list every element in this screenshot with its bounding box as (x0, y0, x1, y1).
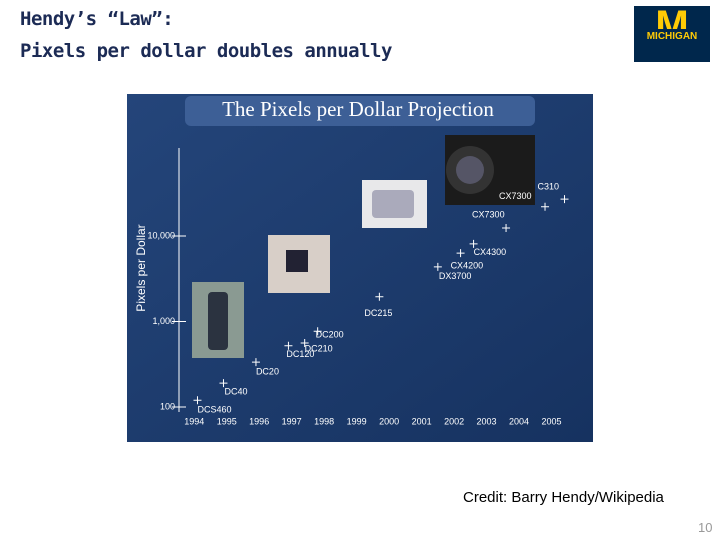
data-point (541, 202, 550, 211)
chart-title: The Pixels per Dollar Projection (222, 97, 494, 121)
data-point (502, 224, 511, 233)
data-point (313, 327, 322, 336)
point-label: CX7300 (499, 191, 532, 201)
x-tick-label: 2000 (379, 416, 399, 426)
data-point (469, 239, 478, 248)
point-label: DC40 (224, 387, 247, 397)
y-tick-label: 10,000 (147, 230, 175, 240)
point-label: DC120 (286, 349, 314, 359)
x-tick-label: 1996 (249, 416, 269, 426)
point-label: DC200 (316, 330, 344, 340)
page-number: 10 (698, 520, 713, 535)
x-tick-label: 2001 (412, 416, 432, 426)
camera-photos (192, 135, 535, 358)
point-label: C310 (538, 181, 560, 191)
point-label: DCS460 (197, 405, 231, 415)
x-tick-label: 1995 (217, 416, 237, 426)
point-label: DC210 (305, 343, 333, 353)
data-point (300, 339, 309, 348)
y-tick-label: 100 (160, 401, 175, 411)
x-tick-label: 1994 (184, 416, 204, 426)
point-label: DC20 (256, 366, 279, 376)
slide-title: Pixels per dollar doubles annually (20, 40, 392, 62)
slide-title: Hendy’s “Law”: (20, 8, 174, 30)
data-point (219, 379, 228, 388)
x-tick-label: 2002 (444, 416, 464, 426)
point-label: DX3700 (439, 271, 472, 281)
credit: Credit: Barry Hendy/Wikipedia (463, 489, 664, 506)
data-point (193, 396, 202, 405)
title-bar (185, 96, 535, 126)
logo-text: MICHIGAN (647, 31, 698, 42)
x-tick-label: 2004 (509, 416, 529, 426)
x-tick-label: 1998 (314, 416, 334, 426)
x-tick-label: 1999 (347, 416, 367, 426)
logo: M MICHIGAN (634, 6, 710, 62)
y-axis-label: Pixels per Dollar (134, 224, 148, 311)
data-point (433, 262, 442, 271)
y-tick-label: 1,000 (152, 316, 175, 326)
data-point (251, 358, 260, 367)
data-point (456, 249, 465, 258)
point-label: DC215 (364, 308, 392, 318)
x-tick-label: 2005 (542, 416, 562, 426)
data-point (375, 292, 384, 301)
point-label: CX4300 (474, 247, 507, 257)
point-label: CX4200 (451, 261, 484, 271)
data-point (284, 341, 293, 350)
x-tick-label: 1997 (282, 416, 302, 426)
data-point (560, 195, 569, 204)
point-label: CX7300 (472, 209, 505, 219)
x-tick-label: 2003 (477, 416, 497, 426)
